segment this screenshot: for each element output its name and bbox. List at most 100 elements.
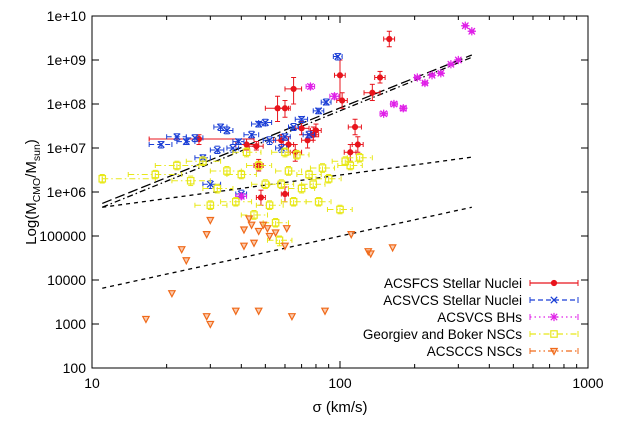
data-point: [314, 197, 323, 206]
data-point: [280, 242, 290, 251]
data-point: [254, 307, 263, 316]
data-point: [446, 60, 456, 69]
data-point: [336, 205, 344, 214]
data-point: [289, 197, 298, 206]
y-tick-label: 10000: [47, 272, 86, 288]
legend-marker: [549, 347, 559, 356]
y-axis-label-sub2: sun: [31, 144, 43, 161]
legend-label: ACSVCS Stellar Nuclei: [383, 293, 522, 308]
y-tick-label: 1e+07: [47, 140, 87, 156]
data-point: [231, 197, 240, 206]
data-point: [231, 307, 240, 316]
data-point: [141, 315, 151, 324]
data-point: [199, 157, 207, 166]
data-point: [271, 229, 280, 238]
data-point: [247, 221, 256, 230]
data-points: [98, 21, 476, 329]
data-point: [257, 194, 265, 201]
data-point: [229, 144, 237, 152]
data-point: [277, 144, 285, 152]
legend: ACSFCS Stellar Nuclei ACSVCS Stellar Nucl…: [363, 276, 579, 359]
series-georgiev-and-boker-nscs: [98, 147, 373, 247]
data-point: [322, 98, 330, 106]
data-point: [242, 148, 251, 157]
y-tick-label: 1e+08: [47, 96, 87, 112]
y-axis-label-suffix: ): [23, 139, 40, 144]
data-point: [249, 239, 259, 248]
data-point: [309, 180, 318, 189]
data-point: [182, 257, 191, 266]
fit-line: [102, 206, 472, 289]
data-point: [318, 164, 327, 172]
data-point: [282, 225, 291, 234]
data-point: [177, 246, 186, 255]
data-point: [223, 126, 231, 135]
data-point: [206, 320, 215, 329]
data-point: [334, 52, 342, 61]
data-point: [320, 307, 330, 316]
data-point: [351, 123, 359, 131]
data-point: [182, 137, 190, 146]
data-point: [261, 118, 270, 127]
data-point: [173, 161, 181, 170]
legend-label: ACSCCS NSCs: [427, 344, 523, 359]
data-point: [287, 313, 297, 322]
data-point: [275, 236, 284, 245]
data-point: [330, 92, 339, 101]
data-point: [247, 131, 256, 139]
data-point: [239, 242, 249, 251]
fit-line: [102, 156, 472, 208]
data-point: [281, 105, 289, 112]
data-point: [284, 167, 293, 175]
data-point: [281, 190, 289, 198]
data-point: [271, 218, 280, 227]
data-point: [386, 35, 393, 43]
data-point: [151, 170, 160, 179]
data-point: [254, 161, 263, 170]
data-point: [253, 143, 260, 150]
data-point: [186, 176, 195, 185]
data-point: [379, 109, 388, 118]
fit-line: [102, 56, 473, 208]
data-point: [244, 215, 254, 224]
data-point: [420, 78, 430, 88]
data-point: [289, 123, 298, 131]
data-point: [454, 55, 463, 65]
data-point: [216, 123, 225, 131]
legend-label: Georgiev and Boker NSCs: [363, 327, 522, 342]
data-point: [234, 137, 243, 146]
data-point: [312, 127, 320, 134]
data-point: [191, 134, 199, 142]
y-tick-label: 100: [63, 360, 87, 376]
fit-lines: [102, 54, 473, 289]
data-point: [281, 133, 289, 141]
data-point: [263, 225, 272, 234]
y-tick-label: 1e+09: [47, 52, 87, 68]
data-point: [347, 231, 356, 239]
y-tick-label: 100000: [39, 228, 86, 244]
y-axis-label-prefix: Log(M: [23, 202, 40, 245]
data-point: [366, 250, 375, 259]
data-point: [389, 99, 399, 109]
data-point: [298, 125, 305, 132]
y-tick-label: 1000: [55, 316, 86, 332]
legend-marker: [550, 296, 558, 304]
x-tick-label: 100: [328, 375, 352, 391]
series-acsfcs-stellar-nuclei: [148, 30, 396, 206]
data-point: [461, 21, 470, 30]
data-point: [305, 131, 313, 139]
data-point: [399, 104, 408, 113]
data-point: [261, 180, 270, 189]
x-tick-label: 1000: [572, 375, 603, 391]
data-point: [314, 107, 323, 115]
legend-marker: [550, 279, 558, 287]
data-point: [206, 216, 215, 225]
data-point: [293, 151, 301, 159]
data-point: [202, 231, 211, 239]
data-point: [388, 244, 397, 253]
data-point: [354, 141, 361, 148]
data-point: [237, 192, 246, 201]
x-axis-label-text: σ (km/s): [312, 399, 367, 416]
legend-marker: [549, 312, 559, 322]
data-point: [202, 313, 211, 322]
